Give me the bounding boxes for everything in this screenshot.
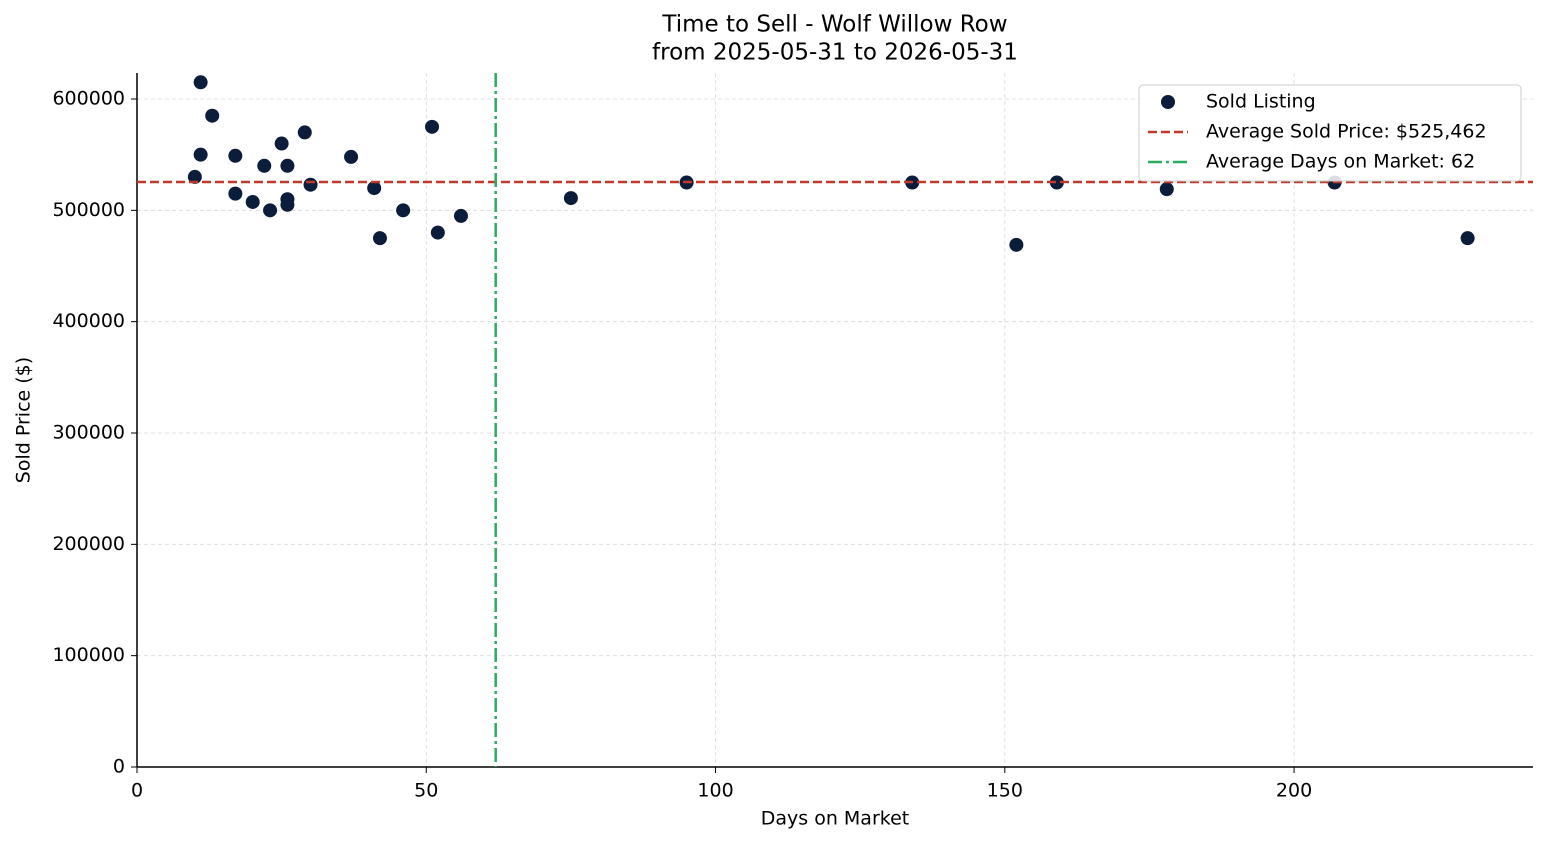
point bbox=[280, 158, 295, 173]
y-tick-label: 300000 bbox=[52, 421, 125, 443]
y-tick-label: 600000 bbox=[52, 87, 125, 109]
y-axis-label: Sold Price ($) bbox=[13, 357, 35, 483]
point bbox=[228, 148, 243, 163]
point bbox=[1049, 175, 1064, 190]
x-tick-label: 200 bbox=[1276, 780, 1312, 802]
legend-label: Average Days on Market: 62 bbox=[1206, 151, 1475, 173]
point bbox=[367, 181, 382, 196]
x-tick-label: 0 bbox=[131, 780, 143, 802]
x-tick-label: 100 bbox=[697, 780, 733, 802]
y-tick-label: 400000 bbox=[52, 310, 125, 332]
point bbox=[563, 191, 578, 206]
point bbox=[205, 108, 220, 123]
point bbox=[1009, 237, 1024, 252]
legend-label: Average Sold Price: $525,462 bbox=[1206, 121, 1487, 143]
point bbox=[274, 136, 289, 151]
point bbox=[396, 203, 411, 218]
point bbox=[297, 125, 312, 140]
point bbox=[228, 186, 243, 201]
legend-marker bbox=[1161, 95, 1175, 109]
y-tick-label: 100000 bbox=[52, 644, 125, 666]
point bbox=[245, 194, 260, 209]
point bbox=[453, 208, 468, 223]
point bbox=[257, 158, 272, 173]
point bbox=[303, 177, 318, 192]
point bbox=[372, 231, 387, 246]
point bbox=[344, 149, 359, 164]
point bbox=[263, 203, 278, 218]
point bbox=[1159, 182, 1174, 197]
point bbox=[1460, 231, 1475, 246]
y-tick-label: 0 bbox=[113, 756, 125, 778]
point bbox=[193, 75, 208, 90]
point bbox=[187, 169, 202, 184]
chart-subtitle: from 2025-05-31 to 2026-05-31 bbox=[652, 40, 1018, 66]
point bbox=[280, 197, 295, 212]
point bbox=[430, 225, 445, 240]
y-tick-label: 500000 bbox=[52, 199, 125, 221]
legend-box bbox=[1138, 84, 1522, 182]
legend-label: Sold Listing bbox=[1206, 91, 1316, 113]
x-tick-label: 150 bbox=[987, 780, 1023, 802]
x-tick-label: 50 bbox=[414, 780, 438, 802]
y-tick-label: 200000 bbox=[52, 533, 125, 555]
chart-title: Time to Sell - Wolf Willow Row bbox=[661, 12, 1007, 38]
x-axis-label: Days on Market bbox=[761, 808, 909, 830]
point bbox=[425, 119, 440, 134]
point bbox=[193, 147, 208, 162]
